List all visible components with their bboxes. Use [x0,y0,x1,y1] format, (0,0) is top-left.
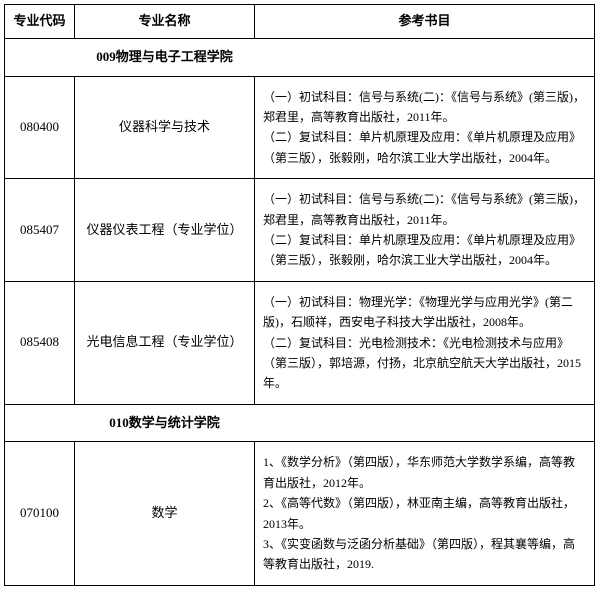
cell-name: 光电信息工程（专业学位） [75,281,255,404]
cell-ref: （一）初试科目：物理光学：《物理光学与应用光学》(第二版)，石顺祥，西安电子科技… [255,281,595,404]
table-row: 085408 光电信息工程（专业学位） （一）初试科目：物理光学：《物理光学与应… [5,281,595,404]
section-header-row: 009物理与电子工程学院 [5,38,595,76]
header-code: 专业代码 [5,5,75,39]
section-title: 009物理与电子工程学院 [75,38,255,76]
header-name: 专业名称 [75,5,255,39]
cell-code: 080400 [5,76,75,179]
section-spacer [255,404,595,442]
section-spacer [5,404,75,442]
table-row: 070100 数学 1、《数学分析》（第四版），华东师范大学数学系编，高等教育出… [5,442,595,585]
section-title: 010数学与统计学院 [75,404,255,442]
table-row: 080400 仪器科学与技术 （一）初试科目：信号与系统(二)：《信号与系统》(… [5,76,595,179]
header-ref: 参考书目 [255,5,595,39]
cell-code: 085407 [5,179,75,282]
section-spacer [5,38,75,76]
section-header-row: 010数学与统计学院 [5,404,595,442]
table-body: 009物理与电子工程学院 080400 仪器科学与技术 （一）初试科目：信号与系… [5,38,595,585]
cell-name: 仪器科学与技术 [75,76,255,179]
cell-ref: 1、《数学分析》（第四版），华东师范大学数学系编，高等教育出版社，2012年。2… [255,442,595,585]
reference-table: 专业代码 专业名称 参考书目 009物理与电子工程学院 080400 仪器科学与… [4,4,595,586]
cell-ref: （一）初试科目：信号与系统(二)：《信号与系统》(第三版)，郑君里，高等教育出版… [255,179,595,282]
section-spacer [255,38,595,76]
table-header-row: 专业代码 专业名称 参考书目 [5,5,595,39]
cell-code: 085408 [5,281,75,404]
cell-name: 仪器仪表工程（专业学位） [75,179,255,282]
cell-ref: （一）初试科目：信号与系统(二)：《信号与系统》(第三版)，郑君里，高等教育出版… [255,76,595,179]
table-row: 085407 仪器仪表工程（专业学位） （一）初试科目：信号与系统(二)：《信号… [5,179,595,282]
cell-code: 070100 [5,442,75,585]
cell-name: 数学 [75,442,255,585]
